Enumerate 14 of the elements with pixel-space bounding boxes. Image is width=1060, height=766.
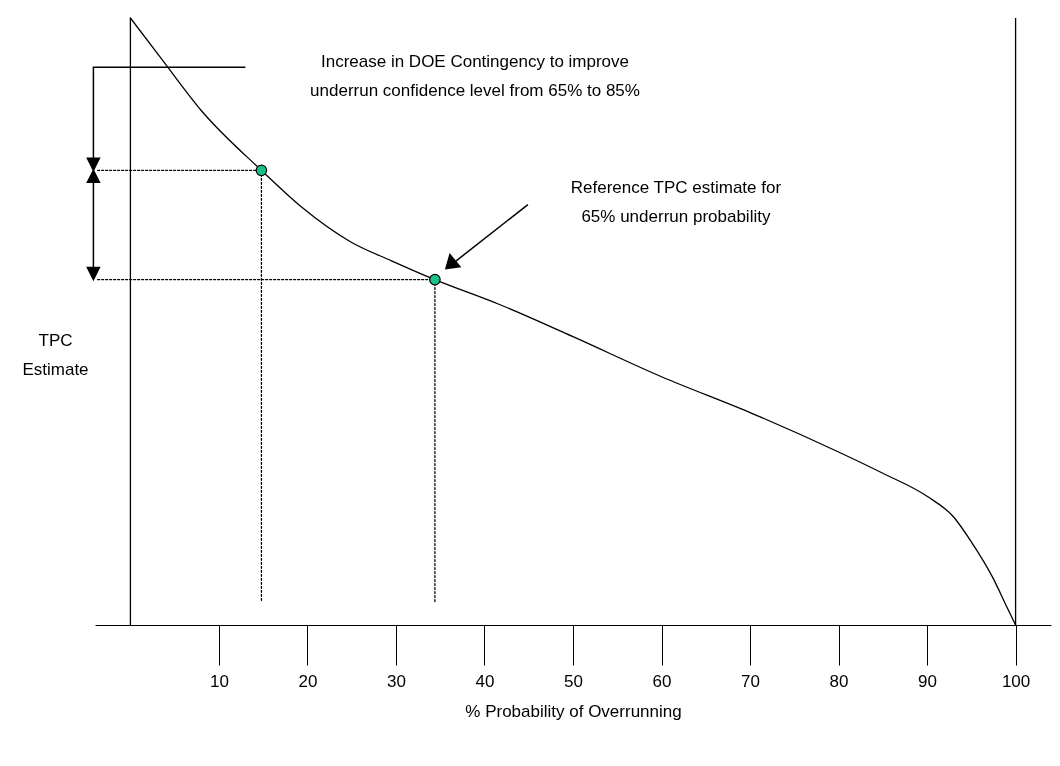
x-tick-label: 40 xyxy=(475,671,495,691)
x-tick-label: 80 xyxy=(829,671,849,691)
x-tick-label: 10 xyxy=(209,671,229,691)
x-tick-label: 50 xyxy=(564,671,583,691)
x-tick-label: 30 xyxy=(387,671,406,691)
x-tick-label: 20 xyxy=(298,671,318,691)
annotation: Increase in DOE Contingency to improve underrun confidence level from 65% to 85% xyxy=(310,52,640,100)
x-tick-label: 60 xyxy=(652,671,672,691)
x-tick-label: 90 xyxy=(918,671,938,691)
x-tick-label: 70 xyxy=(741,671,760,691)
y-axis-title: TPC Estimate xyxy=(22,330,89,379)
annotation: Reference TPC estimate for 65% underrun probability xyxy=(570,177,782,226)
x-tick-label: 100 xyxy=(1001,671,1031,691)
x-axis-title: % Probability of Overrunning xyxy=(465,701,682,721)
